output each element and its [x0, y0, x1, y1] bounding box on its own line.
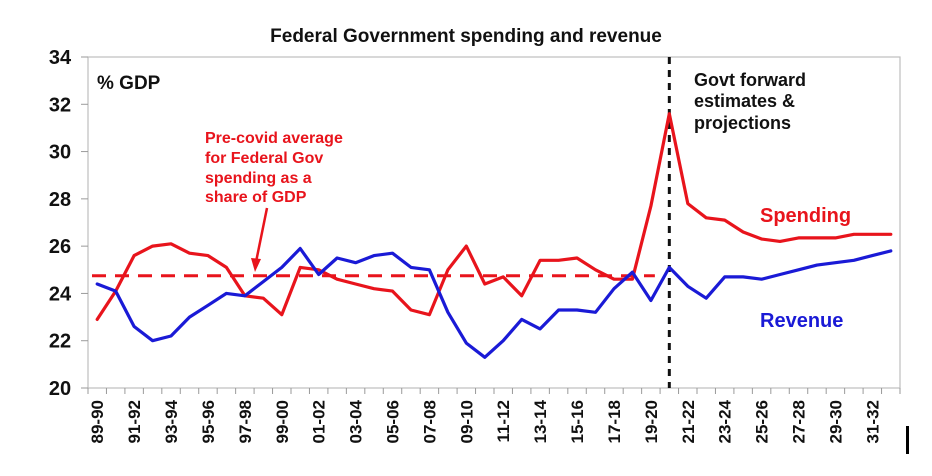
x-tick-label: 93-94: [162, 399, 181, 443]
x-tick-label: 29-30: [826, 400, 845, 443]
forward-annotation-line-1: Govt forward: [694, 70, 806, 90]
legend-revenue: Revenue: [760, 310, 843, 332]
x-tick-label: 05-06: [384, 400, 403, 443]
x-tick-label: 95-96: [199, 400, 218, 443]
series-group: [95, 112, 893, 359]
forward-annotation: Govt forward estimates & projections: [694, 70, 806, 133]
x-tick-label: 15-16: [568, 400, 587, 443]
x-tick-label: 17-18: [605, 400, 624, 443]
precovid-annotation: Pre-covid average for Federal Gov spendi…: [205, 130, 343, 272]
x-tick-label: 19-20: [642, 400, 661, 443]
x-tick-label: 97-98: [236, 400, 255, 443]
x-axis-ticks: 89-90 91-92 93-94 95-96 97-98 99-00 01-02 03-04…: [87, 388, 901, 443]
x-tick-label: 25-26: [753, 400, 772, 443]
precovid-annotation-line-3: spending as a: [205, 170, 312, 187]
series-line-revenue: [95, 246, 893, 359]
y-tick-label: 32: [49, 94, 71, 116]
x-tick-label: 03-04: [347, 399, 366, 443]
x-tick-label: 23-24: [716, 399, 735, 443]
chart-title: Federal Government spending and revenue: [270, 26, 662, 47]
x-tick-label: 91-92: [125, 400, 144, 443]
precovid-arrow-shaft: [254, 207, 269, 263]
x-tick-label: 99-00: [273, 400, 292, 443]
x-tick-label: 13-14: [531, 399, 550, 443]
precovid-arrow-head-icon: [251, 258, 261, 272]
y-tick-label: 34: [49, 47, 72, 69]
precovid-annotation-line-2: for Federal Gov: [205, 150, 323, 167]
precovid-annotation-line-4: share of GDP: [205, 189, 307, 206]
y-unit-label: % GDP: [97, 73, 161, 94]
x-tick-label: 27-28: [790, 400, 809, 443]
y-tick-label: 26: [49, 236, 71, 258]
y-tick-label: 30: [49, 142, 71, 164]
forward-annotation-line-2: estimates &: [694, 91, 795, 111]
x-tick-label: 01-02: [310, 400, 329, 443]
x-tick-label: 89-90: [88, 400, 107, 443]
series-line-spending: [95, 112, 893, 321]
precovid-annotation-line-1: Pre-covid average: [205, 130, 343, 147]
x-tick-label: 21-22: [679, 400, 698, 443]
y-tick-label: 28: [49, 189, 71, 211]
y-tick-label: 22: [49, 331, 71, 353]
forward-annotation-line-3: projections: [694, 113, 791, 133]
y-tick-label: 20: [49, 378, 71, 400]
y-tick-label: 24: [49, 283, 72, 305]
y-axis-ticks: 20 22 24 26 28 30 32 34: [49, 47, 88, 400]
x-tick-label: 11-12: [494, 400, 513, 443]
text-cursor-mark: [906, 426, 909, 454]
x-tick-label: 31-32: [863, 400, 882, 443]
legend-spending: Spending: [760, 205, 851, 227]
x-tick-label: 07-08: [420, 400, 439, 443]
x-tick-label: 09-10: [457, 400, 476, 443]
